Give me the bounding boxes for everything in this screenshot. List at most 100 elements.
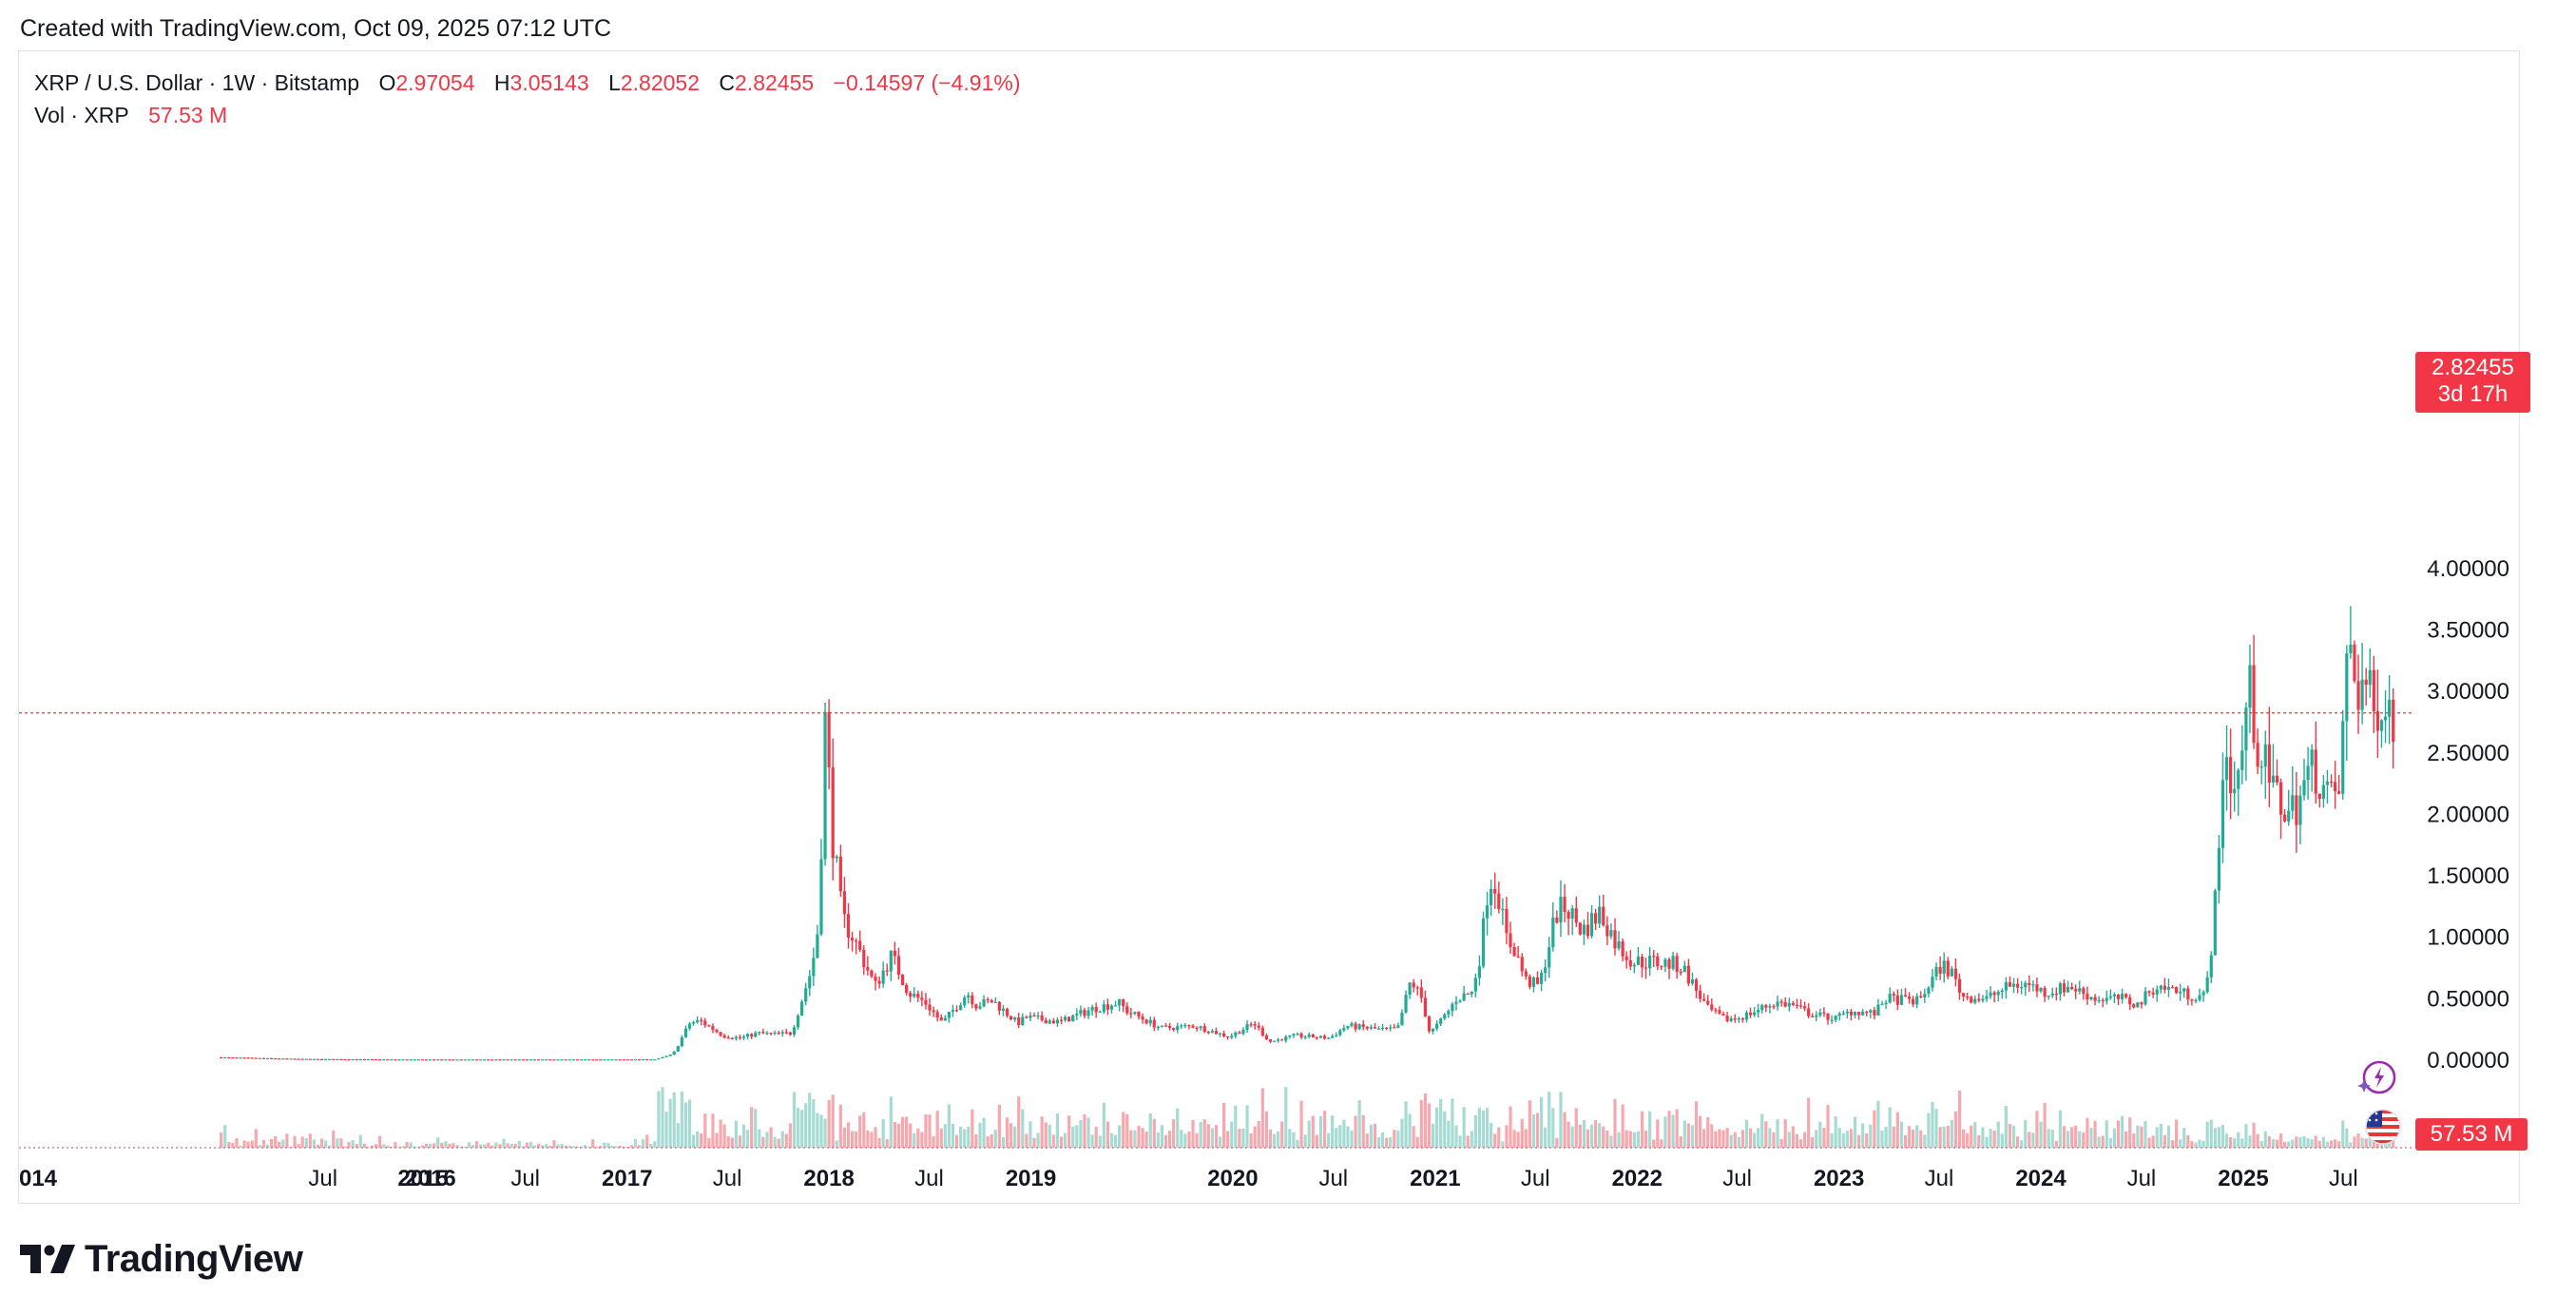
volume-bar [281, 1139, 285, 1148]
volume-bar [220, 1132, 223, 1148]
candle-body [1876, 1004, 1880, 1016]
us-flag-icon[interactable] [2364, 1108, 2402, 1146]
volume-bar [2360, 1137, 2364, 1148]
volume-bar [1815, 1130, 1818, 1148]
candle-body [935, 1012, 939, 1017]
candle-body [571, 1059, 575, 1061]
volume-bar [261, 1139, 266, 1148]
candle-body [819, 859, 823, 935]
candle-body [904, 984, 909, 994]
candle-body [642, 1058, 645, 1061]
candle-body [1985, 996, 1989, 999]
volume-bar [913, 1132, 916, 1148]
candle-body [2074, 989, 2078, 992]
volume-bar [2341, 1120, 2345, 1148]
volume-bar [773, 1136, 777, 1148]
volume-bar [1071, 1126, 1075, 1148]
volume-bar [1122, 1112, 1125, 1148]
volume-bar [2008, 1124, 2012, 1148]
candle-body [909, 993, 913, 997]
candle-body [1067, 1016, 1071, 1022]
candle-body [603, 1059, 606, 1061]
candle-body [1931, 977, 1934, 988]
volume-bar [1315, 1134, 1318, 1148]
volume-bar [730, 1137, 734, 1148]
y-axis-tick-label: 0.00000 [2427, 1048, 2509, 1074]
candle-body [1923, 993, 1927, 997]
volume-bar [974, 1134, 978, 1148]
candle-body [1516, 956, 1520, 958]
candle-body [1632, 964, 1636, 967]
candle-body [2213, 890, 2217, 956]
chart-frame[interactable] [18, 50, 2520, 1204]
candle-body [529, 1059, 533, 1061]
candle-body [1260, 1027, 1264, 1035]
candle-body [2128, 997, 2132, 1005]
candle-body [440, 1059, 444, 1061]
volume-bar [1346, 1126, 1350, 1148]
candle-body [2155, 989, 2159, 995]
candle-body [2353, 644, 2356, 682]
candle-body [2174, 987, 2179, 994]
volume-bar [642, 1139, 645, 1148]
volume-bar [1277, 1131, 1280, 1148]
volume-bar [866, 1130, 870, 1148]
volume-bar [687, 1099, 692, 1148]
candle-body [1888, 994, 1892, 1003]
candle-body [1748, 1012, 1753, 1016]
candle-body [1663, 958, 1667, 967]
volume-bar [2278, 1133, 2283, 1148]
volume-bar [951, 1124, 955, 1148]
volume-bar [552, 1140, 556, 1148]
candle-body [1578, 922, 1582, 935]
candle-body [1996, 992, 2000, 996]
volume-bar [583, 1145, 587, 1148]
volume-bar [1137, 1125, 1141, 1148]
candle-body [943, 1017, 947, 1021]
candle-body [2209, 955, 2213, 977]
volume-bar [1396, 1131, 1400, 1148]
volume-bar [2155, 1127, 2159, 1148]
candle-body [1671, 956, 1675, 969]
x-axis-tick-label: Jul [1925, 1166, 1954, 1191]
volume-bar [2054, 1140, 2058, 1148]
volume-bar [405, 1141, 409, 1148]
volume-bar [1369, 1124, 1373, 1148]
volume-bar [1253, 1126, 1257, 1148]
volume-bar [1435, 1107, 1439, 1148]
candle-body [2271, 775, 2276, 783]
volume-bar [532, 1145, 537, 1148]
candle-body [1102, 1004, 1105, 1012]
y-axis-tick-label: 1.00000 [2427, 925, 2509, 951]
candle-body [866, 967, 870, 971]
candle-body [1524, 971, 1528, 977]
candle-body [324, 1058, 328, 1060]
symbol-title[interactable]: XRP / U.S. Dollar · 1W · Bitstamp [34, 70, 360, 95]
volume-bar [1090, 1134, 1094, 1148]
ai-assistant-icon[interactable] [2356, 1058, 2396, 1098]
candle-body [1605, 925, 1609, 937]
volume-bar [1578, 1124, 1582, 1148]
volume-bar [1942, 1126, 1946, 1148]
volume-bar [963, 1129, 967, 1148]
x-axis-tick-label: Jul [1722, 1166, 1752, 1191]
tradingview-logo[interactable]: TradingView [20, 1236, 303, 1282]
volume-bar [657, 1091, 661, 1148]
candle-body [1501, 908, 1505, 911]
candle-body [741, 1036, 746, 1038]
candle-body [2031, 984, 2035, 986]
volume-bar [1776, 1119, 1779, 1148]
volume-bar [986, 1135, 990, 1148]
volume-bar [1656, 1119, 1660, 1148]
volume-bar [633, 1138, 638, 1148]
volume-bar [2058, 1110, 2062, 1148]
volume-label[interactable]: Vol · XRP [34, 103, 129, 127]
candle-body [1652, 956, 1656, 958]
candle-body [1563, 897, 1567, 913]
volume-bar [483, 1144, 487, 1148]
volume-bar [1210, 1128, 1214, 1148]
volume-bar [719, 1119, 722, 1148]
candle-body [556, 1059, 560, 1061]
volume-bar [1102, 1102, 1105, 1148]
